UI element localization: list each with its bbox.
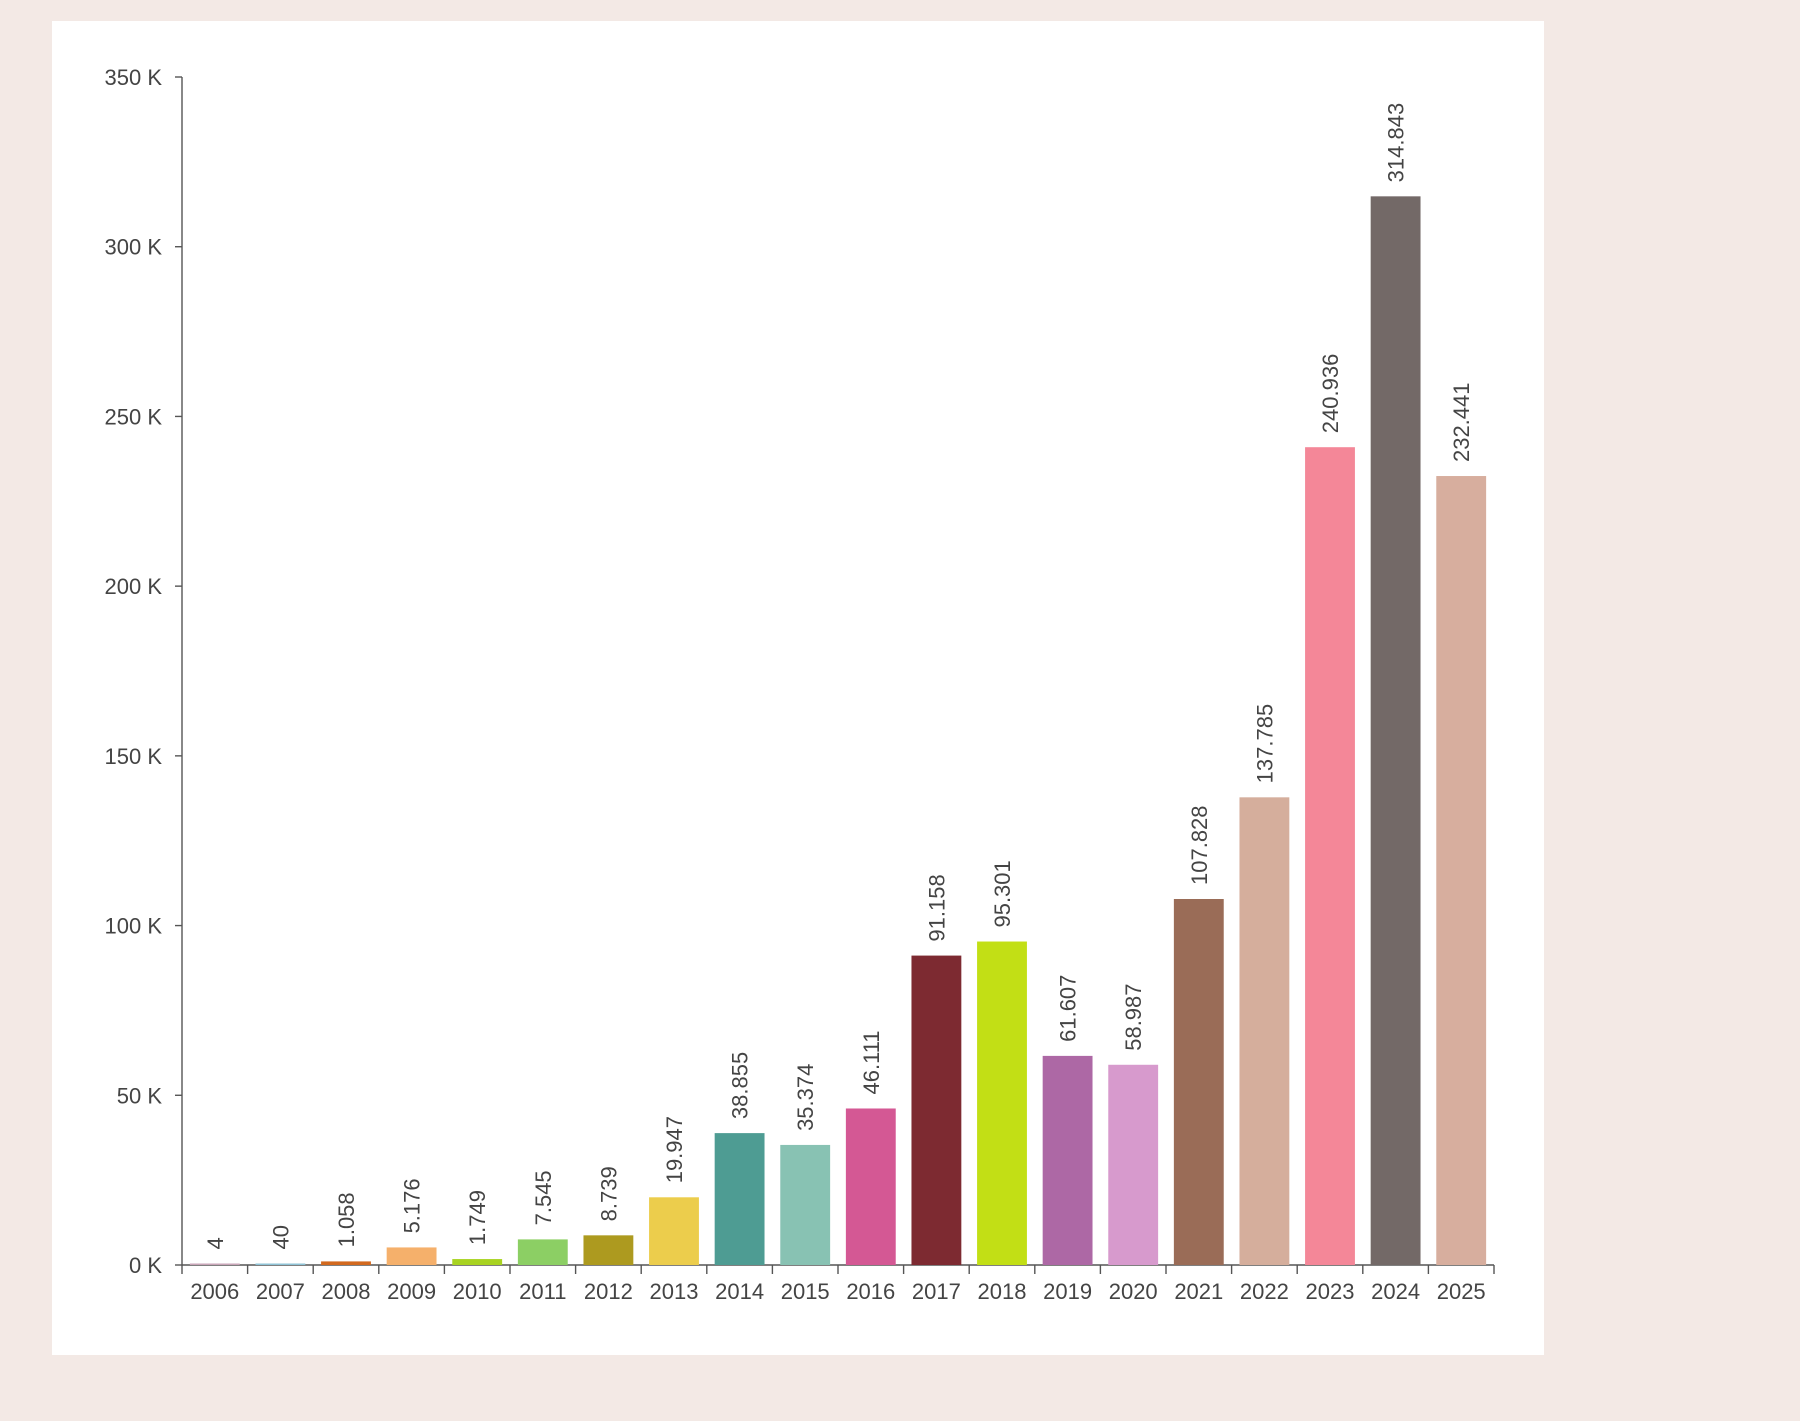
bar-value-label: 35.374	[793, 1064, 818, 1131]
y-tick-label: 50 K	[117, 1083, 163, 1108]
bar-value-label: 4	[203, 1237, 228, 1249]
bar-value-label: 137.785	[1252, 704, 1277, 784]
x-tick-label: 2018	[978, 1279, 1027, 1304]
bar-value-label: 58.987	[1121, 983, 1146, 1050]
bar-value-label: 107.828	[1187, 805, 1212, 885]
bar-value-label: 46.111	[859, 1030, 884, 1094]
x-tick-label: 2023	[1306, 1279, 1355, 1304]
x-tick-label: 2007	[256, 1279, 305, 1304]
bar-value-label: 1.058	[334, 1192, 359, 1247]
bar[interactable]	[649, 1197, 699, 1265]
bar[interactable]	[189, 1263, 240, 1266]
y-axis: 0 K 50 K 100 K 150 K 200 K 250 K 300 K 350 K	[105, 65, 183, 1278]
bar-value-label: 61.607	[1056, 975, 1081, 1042]
bar[interactable]	[452, 1259, 503, 1265]
y-tick-label: 300 K	[105, 235, 163, 260]
x-tick-label: 2012	[584, 1279, 633, 1304]
x-tick-label: 2016	[846, 1279, 895, 1304]
x-tick-label: 2015	[781, 1279, 830, 1304]
bar[interactable]	[321, 1261, 371, 1265]
bar[interactable]	[1042, 1055, 1093, 1265]
bar[interactable]	[517, 1239, 568, 1265]
bar[interactable]	[386, 1247, 437, 1265]
x-tick-label: 2020	[1109, 1279, 1158, 1304]
x-tick-label: 2022	[1240, 1279, 1289, 1304]
x-tick-label: 2008	[322, 1279, 371, 1304]
bar-value-label: 314.843	[1384, 103, 1409, 183]
bar[interactable]	[780, 1144, 831, 1265]
x-axis: 2006 2007 2008 2009 2010 2011 2012 2013 2014 2015…	[181, 1264, 1495, 1304]
chart-panel: 0 K 50 K 100 K 150 K 200 K 250 K 300 K 350 K 20…	[52, 21, 1544, 1355]
bar[interactable]	[1239, 797, 1290, 1265]
bar[interactable]	[1370, 196, 1421, 1266]
y-tick-label: 350 K	[105, 65, 163, 90]
x-tick-label: 2009	[387, 1279, 436, 1304]
y-tick-label: 100 K	[105, 914, 163, 939]
x-tick-label: 2013	[650, 1279, 699, 1304]
bar-value-label: 40	[268, 1225, 293, 1249]
bar[interactable]	[1108, 1064, 1159, 1265]
x-tick-label: 2014	[715, 1279, 764, 1304]
bar-value-label: 95.301	[990, 860, 1015, 927]
bar[interactable]	[1305, 447, 1355, 1266]
bar-value-label: 1.749	[465, 1190, 490, 1245]
bar-value-label: 8.739	[596, 1166, 621, 1221]
bar[interactable]	[845, 1108, 896, 1265]
bar[interactable]	[911, 955, 962, 1265]
bar[interactable]	[1173, 899, 1224, 1265]
x-tick-label: 2019	[1043, 1279, 1092, 1304]
bar[interactable]	[977, 941, 1027, 1265]
bar[interactable]	[583, 1235, 634, 1265]
x-tick-label: 2017	[912, 1279, 961, 1304]
x-tick-label: 2010	[453, 1279, 502, 1304]
bar-value-label: 19.947	[662, 1116, 687, 1183]
x-tick-label: 2024	[1371, 1279, 1420, 1304]
bar-value-label: 240.936	[1318, 354, 1343, 434]
x-tick-label: 2011	[519, 1279, 566, 1304]
bar-value-label: 38.855	[728, 1052, 753, 1119]
bar-value-label: 232.441	[1449, 382, 1474, 462]
y-tick-label: 200 K	[105, 574, 163, 599]
x-tick-label: 2006	[190, 1279, 239, 1304]
bar-value-label: 5.176	[400, 1178, 425, 1233]
value-labels: 4 40 1.058 5.176 1.749 7.545 8.739 19.947 38.855…	[203, 103, 1474, 1250]
y-tick-label: 150 K	[105, 744, 163, 769]
y-tick-label: 0 K	[129, 1253, 162, 1278]
bar-value-label: 91.158	[924, 874, 949, 941]
x-tick-label: 2025	[1437, 1279, 1486, 1304]
bar[interactable]	[255, 1263, 306, 1266]
bar[interactable]	[714, 1133, 765, 1265]
bars	[189, 196, 1487, 1266]
bar-chart: 0 K 50 K 100 K 150 K 200 K 250 K 300 K 350 K 20…	[105, 65, 1495, 1304]
bar[interactable]	[1436, 476, 1487, 1266]
bar-value-label: 7.545	[531, 1170, 556, 1225]
y-tick-label: 250 K	[105, 404, 163, 429]
x-tick-label: 2021	[1174, 1279, 1223, 1304]
